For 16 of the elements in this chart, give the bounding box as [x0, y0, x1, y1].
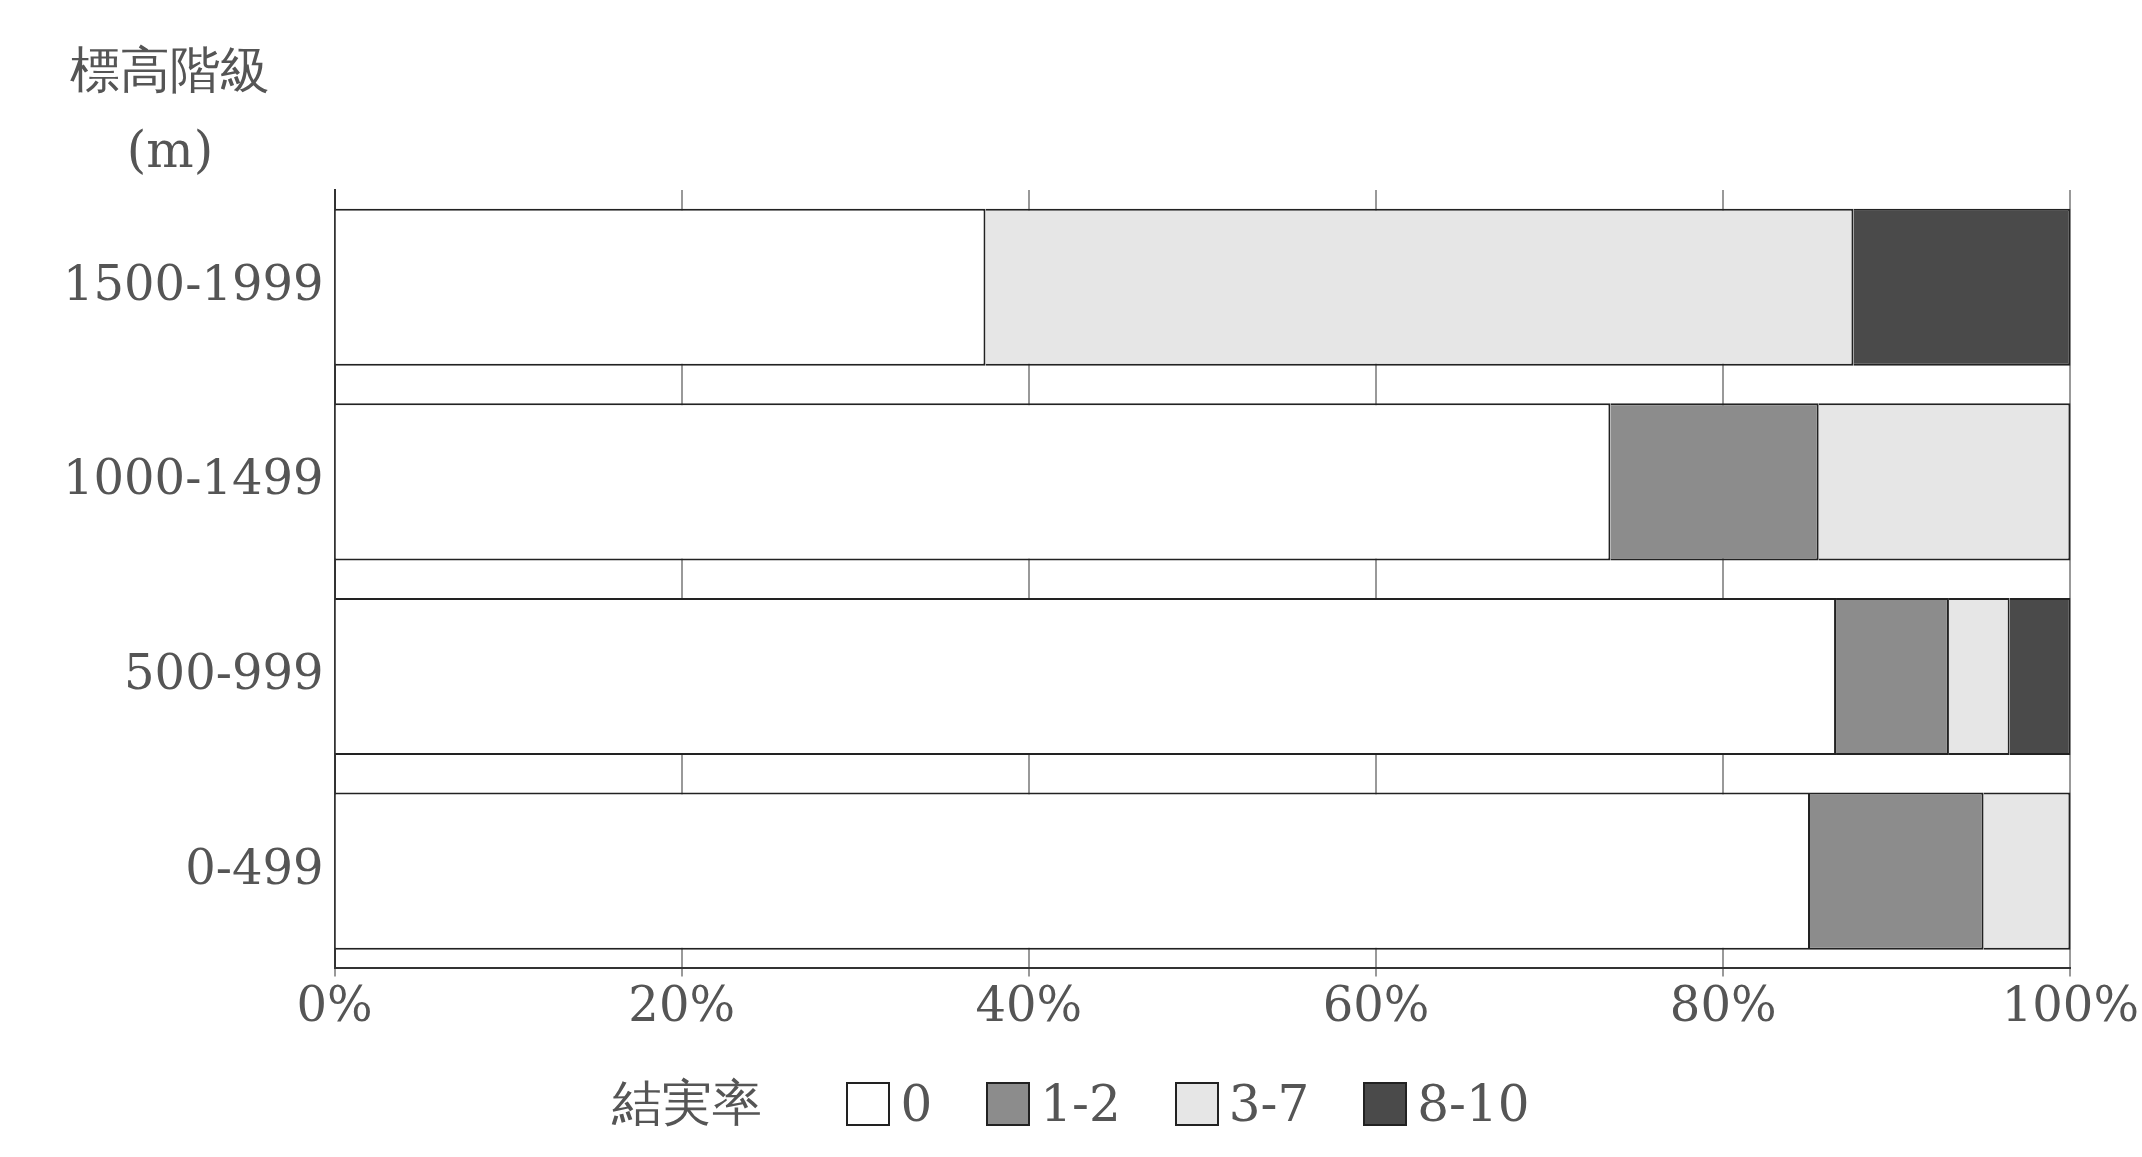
- legend-title: 結実率: [612, 1073, 763, 1134]
- legend-label: 1-2: [1040, 1074, 1121, 1133]
- x-tick-label: 60%: [1322, 975, 1430, 1032]
- x-tick-label: 80%: [1669, 975, 1777, 1032]
- y-axis-title: 標高階級 (m): [69, 40, 271, 181]
- y-tick-label: 500-999: [124, 643, 324, 700]
- x-tick-label: 100%: [2001, 975, 2139, 1032]
- y-tick-label: 1500-1999: [63, 254, 324, 311]
- x-tick-label: 40%: [975, 975, 1083, 1032]
- y-tick-label: 0-499: [185, 838, 324, 895]
- legend-label: 3-7: [1228, 1074, 1310, 1133]
- x-tick-label: 20%: [628, 975, 736, 1032]
- legend-label: 8-10: [1417, 1074, 1530, 1133]
- x-tick-label: 0%: [296, 975, 373, 1032]
- y-tick-label: 1000-1499: [63, 449, 324, 506]
- text: 0: [900, 1074, 933, 1133]
